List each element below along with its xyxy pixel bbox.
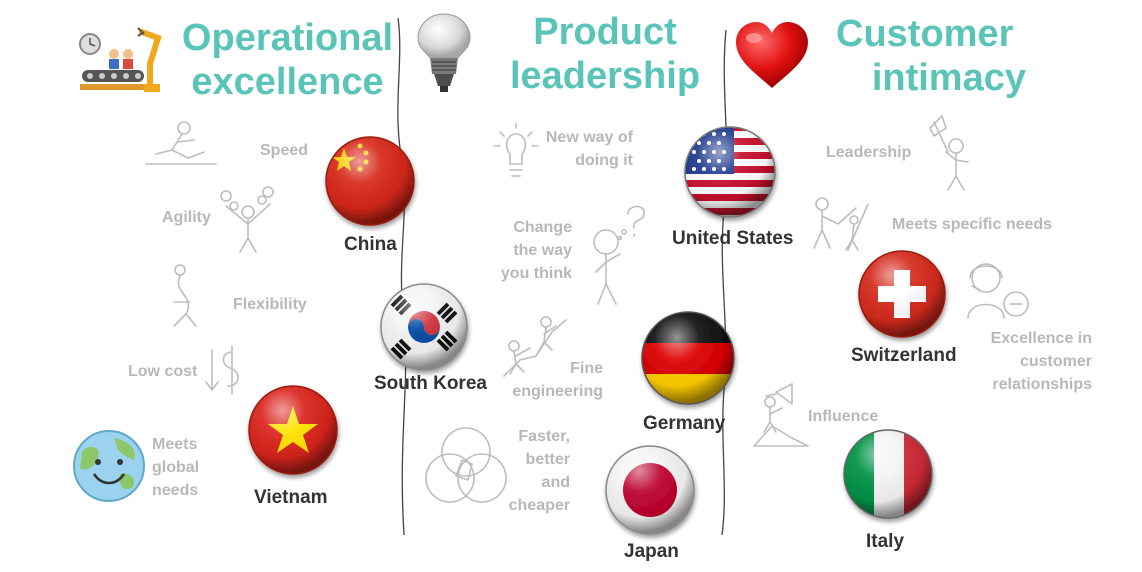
japan-flag-icon (605, 445, 695, 535)
attribute-excellence-relationships: Excellence in customer relationships (970, 327, 1092, 396)
title-line: Product (533, 11, 677, 53)
title-line: intimacy (871, 57, 1026, 99)
attribute-speed: Speed (260, 142, 309, 159)
attribute-line: Fine (570, 360, 603, 377)
attribute-line: better (525, 451, 570, 468)
attribute-line: Change (513, 219, 572, 236)
attribute-line: customer (1019, 353, 1092, 370)
column-title-operational: Operational excellence (180, 16, 395, 104)
heart-icon (736, 22, 808, 88)
attribute-fine-engineering: Fine engineering (500, 357, 603, 403)
column-title-customer: Customer intimacy (836, 12, 1026, 100)
attribute-low-cost: Low cost (128, 363, 198, 380)
china-flag-icon (325, 136, 415, 226)
country-label-united-states: United States (672, 228, 794, 249)
italy-flag-icon (843, 429, 933, 519)
attribute-line: cheaper (508, 497, 570, 514)
column-title-product: Product leadership (505, 10, 705, 98)
venn-diagram-icon (425, 427, 507, 503)
country-label-germany: Germany (643, 413, 726, 434)
attribute-line: the way (513, 242, 572, 259)
country-label-vietnam: Vietnam (254, 487, 328, 508)
attribute-line: Meets (152, 436, 198, 453)
vietnam-flag-icon (248, 385, 338, 475)
title-line: leadership (509, 55, 701, 97)
title-line: Customer (836, 13, 1014, 55)
attribute-line: you think (500, 265, 572, 282)
attribute-faster-better-cheaper: Faster, better and cheaper (490, 425, 570, 517)
divider-right (721, 29, 728, 536)
country-label-japan: Japan (624, 541, 679, 562)
country-label-italy: Italy (866, 531, 905, 552)
juggling-figure-icon (220, 186, 274, 253)
globe-smiley-icon (73, 430, 145, 502)
dollar-down-icon (205, 345, 239, 395)
stretching-figure-icon (173, 264, 197, 327)
idea-bulb-sketch-icon (493, 123, 539, 177)
country-label-china: China (344, 234, 397, 255)
divider-left (397, 17, 407, 536)
climbing-figures-icon (503, 316, 567, 377)
running-figure-icon (145, 121, 217, 165)
attribute-line: Excellence in (990, 330, 1092, 347)
thinking-figure-icon (593, 205, 645, 305)
measuring-figure-icon (813, 197, 869, 251)
south-korea-flag-icon (380, 283, 468, 371)
attribute-line: relationships (992, 376, 1092, 393)
attribute-line: global (152, 459, 200, 476)
country-label-south-korea: South Korea (374, 373, 487, 394)
light-bulb-icon (417, 13, 471, 92)
attribute-meets-specific-needs: Meets specific needs (892, 216, 1053, 233)
factory-robot-icon (79, 27, 162, 92)
attribute-change-thinking: Change the way you think (480, 216, 572, 285)
megaphone-figure-icon (753, 383, 809, 447)
attribute-new-way: New way of doing it (520, 126, 633, 172)
leader-flag-figure-icon (929, 115, 969, 191)
attribute-line: Faster, (518, 428, 570, 445)
attribute-line: New way of (545, 129, 633, 146)
attribute-agility: Agility (162, 209, 211, 226)
attribute-leadership: Leadership (826, 144, 912, 161)
attribute-line: doing it (575, 152, 633, 169)
switzerland-flag-icon (858, 250, 946, 338)
country-label-switzerland: Switzerland (851, 345, 957, 366)
title-line: excellence (191, 61, 384, 103)
attribute-line: engineering (512, 383, 603, 400)
customer-service-icon (967, 263, 1029, 319)
attribute-line: needs (152, 482, 199, 499)
attribute-influence: Influence (808, 408, 879, 425)
attribute-meets-global-needs: Meets global needs (152, 433, 199, 502)
attribute-flexibility: Flexibility (233, 296, 307, 313)
title-line: Operational (181, 17, 394, 59)
germany-flag-icon (641, 311, 735, 405)
attribute-line: and (541, 474, 570, 491)
united-states-flag-icon (684, 126, 776, 218)
